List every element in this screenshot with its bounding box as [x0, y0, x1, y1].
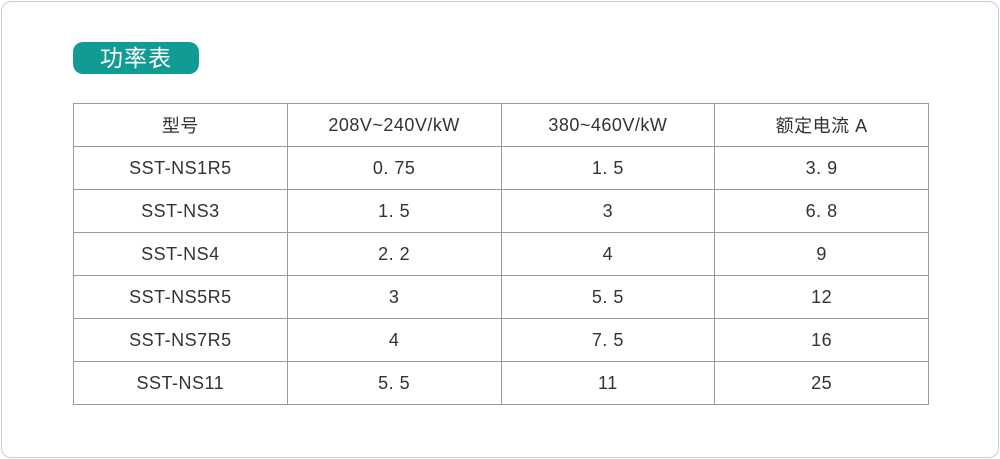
model-cell: SST-NS7R5 [73, 318, 288, 362]
power-table-badge-label: 功率表 [100, 44, 172, 71]
value-cell: 0. 75 [286, 146, 502, 190]
value-cell: 4 [286, 318, 502, 362]
table-head: 型号 208V~240V/kW 380~460V/kW 额定电流 A [73, 103, 929, 147]
table-row: SST-NS11 5. 5 11 25 [73, 361, 929, 405]
value-cell: 5. 5 [286, 361, 502, 405]
value-cell: 5. 5 [500, 275, 716, 319]
value-cell: 3 [286, 275, 502, 319]
value-cell: 11 [500, 361, 716, 405]
value-cell: 2. 2 [286, 232, 502, 276]
column-header: 额定电流 A [714, 103, 929, 147]
value-cell: 16 [714, 318, 929, 362]
value-cell: 6. 8 [714, 189, 929, 233]
model-cell: SST-NS11 [73, 361, 288, 405]
column-header: 型号 [73, 103, 288, 147]
value-cell: 4 [500, 232, 716, 276]
table-body: SST-NS1R5 0. 75 1. 5 3. 9 SST-NS3 1. 5 3 6. 8 SS… [73, 146, 929, 405]
value-cell: 1. 5 [500, 146, 716, 190]
model-cell: SST-NS1R5 [73, 146, 288, 190]
value-cell: 1. 5 [286, 189, 502, 233]
value-cell: 3. 9 [714, 146, 929, 190]
model-cell: SST-NS3 [73, 189, 288, 233]
table-header-row: 型号 208V~240V/kW 380~460V/kW 额定电流 A [73, 103, 929, 147]
table-row: SST-NS7R5 4 7. 5 16 [73, 318, 929, 362]
value-cell: 12 [714, 275, 929, 319]
value-cell: 9 [714, 232, 929, 276]
model-cell: SST-NS4 [73, 232, 288, 276]
value-cell: 7. 5 [500, 318, 716, 362]
power-table-badge: 功率表 [73, 42, 199, 74]
value-cell: 25 [714, 361, 929, 405]
table-row: SST-NS3 1. 5 3 6. 8 [73, 189, 929, 233]
value-cell: 3 [500, 189, 716, 233]
model-cell: SST-NS5R5 [73, 275, 288, 319]
power-table: 型号 208V~240V/kW 380~460V/kW 额定电流 A SST-NS1R… [73, 103, 929, 405]
table-row: SST-NS1R5 0. 75 1. 5 3. 9 [73, 146, 929, 190]
column-header: 208V~240V/kW [286, 103, 502, 147]
table-row: SST-NS5R5 3 5. 5 12 [73, 275, 929, 319]
column-header: 380~460V/kW [500, 103, 716, 147]
